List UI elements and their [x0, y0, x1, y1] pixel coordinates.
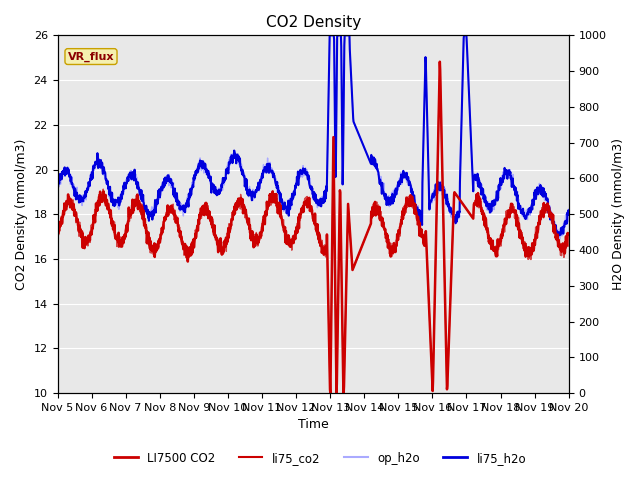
Y-axis label: CO2 Density (mmol/m3): CO2 Density (mmol/m3) — [15, 139, 28, 290]
Title: CO2 Density: CO2 Density — [266, 15, 361, 30]
Text: VR_flux: VR_flux — [68, 51, 115, 62]
X-axis label: Time: Time — [298, 419, 328, 432]
Y-axis label: H2O Density (mmol/m3): H2O Density (mmol/m3) — [612, 138, 625, 290]
Legend: LI7500 CO2, li75_co2, op_h2o, li75_h2o: LI7500 CO2, li75_co2, op_h2o, li75_h2o — [109, 447, 531, 469]
